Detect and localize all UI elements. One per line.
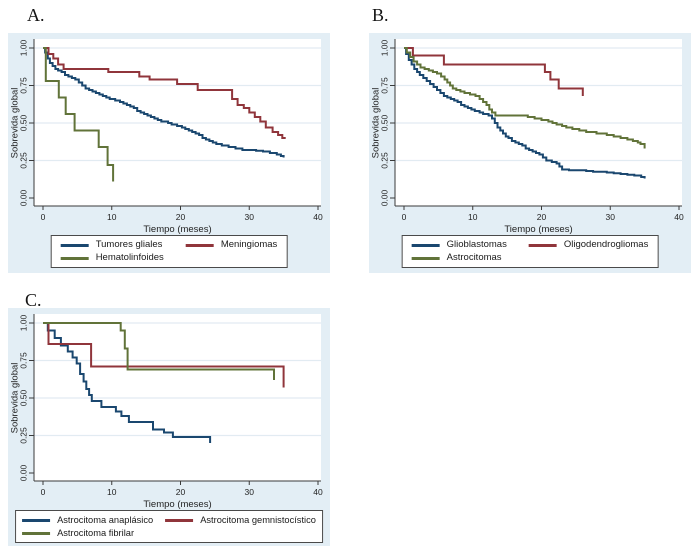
legend-line-swatch [411,243,440,247]
legend-label: Tumores gliales [95,239,163,250]
legend-label: Astrocitoma anaplásico [57,515,154,525]
series-curve-olive [404,47,646,149]
panel-label-a: A. [27,5,45,25]
km-chart-c: 0.00 0.25 0.50 0.75 1.00 Sobrevida global 0 10 2… [8,308,330,546]
legend-a: Tumores gliales Meningiomas Hematolinfoi… [50,235,288,268]
legend-item: Tumores gliales [60,239,164,251]
panel-b: 0.00 0.25 0.50 0.75 1.00 Sobrevida global 0 10 2… [369,33,691,273]
series-curve-maroon [43,47,286,139]
legend-item: Meningiomas [185,239,278,251]
x-tick-label: 30 [606,212,616,222]
legend-label: Astrocitoma fibrilar [57,528,135,538]
series-curve-maroon [404,47,584,96]
x-tick-label: 0 [41,487,46,497]
x-axis-title: Tiempo (meses) [504,224,572,235]
x-tick-label: 40 [313,212,323,222]
legend-c: Astrocitoma anaplásico Astrocitoma gemni… [15,510,323,543]
panel-c: 0.00 0.25 0.50 0.75 1.00 Sobrevida global 0 10 2… [8,308,330,546]
x-tick-label: 40 [313,487,323,497]
y-tick-label: 0.75 [18,352,28,369]
x-tick-label: 10 [107,487,117,497]
legend-line-swatch [185,243,214,247]
km-chart-a: 0.00 0.25 0.50 0.75 1.00 Sobrevida global 0 10 2… [8,33,330,273]
legend-line-swatch [411,256,440,260]
y-tick-label: 1.00 [18,314,28,331]
x-tick-label: 0 [41,212,46,222]
x-tick-label: 20 [176,487,186,497]
legend-item: Astrocitoma anaplásico [22,514,153,526]
series-curve-olive [43,322,275,380]
series-curve-navy [404,47,646,179]
y-tick-label: 0.75 [379,77,389,94]
legend-item: Glioblastomas [411,239,507,251]
y-tick-label: 0.00 [18,189,28,206]
series-curve-navy [43,322,212,443]
series-curve-olive [43,47,115,182]
y-tick-label: 0.50 [18,114,28,131]
y-axis-title: Sobrevida global [10,363,21,434]
panel-label-c: C. [25,290,42,310]
y-tick-label: 0.25 [18,427,28,444]
y-tick-label: 0.00 [379,189,389,206]
x-tick-label: 30 [245,212,255,222]
panel-label-b: B. [372,5,389,25]
legend-label: Oligodendrogliomas [563,239,649,250]
y-tick-label: 0.50 [379,114,389,131]
legend-line-swatch [22,518,51,522]
y-tick-label: 1.00 [379,39,389,56]
legend-line-swatch [60,256,89,260]
legend-line-swatch [22,531,51,535]
y-tick-label: 0.25 [379,152,389,169]
y-tick-label: 0.50 [18,389,28,406]
legend-label: Hematolinfoides [95,252,164,263]
series-curve-navy [43,47,285,158]
x-tick-label: 10 [107,212,117,222]
y-axis-title: Sobrevida global [10,88,21,159]
x-tick-label: 0 [402,212,407,222]
legend-line-swatch [60,243,89,247]
y-tick-label: 0.25 [18,152,28,169]
legend-label: Meningiomas [220,239,278,250]
legend-item: Astrocitomas [411,252,507,264]
x-axis-title: Tiempo (meses) [143,499,211,510]
legend-label: Astrocitoma gemnistocístico [200,515,316,525]
legend-b: Glioblastomas Oligodendrogliomas Astroci… [401,235,659,268]
km-chart-b: 0.00 0.25 0.50 0.75 1.00 Sobrevida global 0 10 2… [369,33,691,273]
x-tick-label: 30 [245,487,255,497]
legend-item: Astrocitoma gemnistocístico [165,514,316,526]
y-tick-label: 1.00 [18,39,28,56]
x-tick-label: 20 [176,212,186,222]
legend-line-swatch [165,518,194,522]
x-tick-label: 10 [468,212,478,222]
y-axis-title: Sobrevida global [371,88,382,159]
legend-label: Astrocitomas [446,252,502,263]
legend-label: Glioblastomas [446,239,507,250]
x-axis-title: Tiempo (meses) [143,224,211,235]
legend-item: Hematolinfoides [60,252,164,264]
panel-a: 0.00 0.25 0.50 0.75 1.00 Sobrevida global 0 10 2… [8,33,330,273]
legend-line-swatch [528,243,557,247]
x-tick-label: 20 [537,212,547,222]
x-tick-label: 40 [674,212,684,222]
y-tick-label: 0.75 [18,77,28,94]
legend-item: Oligodendrogliomas [528,239,649,251]
y-tick-label: 0.00 [18,464,28,481]
legend-item: Astrocitoma fibrilar [22,527,153,539]
